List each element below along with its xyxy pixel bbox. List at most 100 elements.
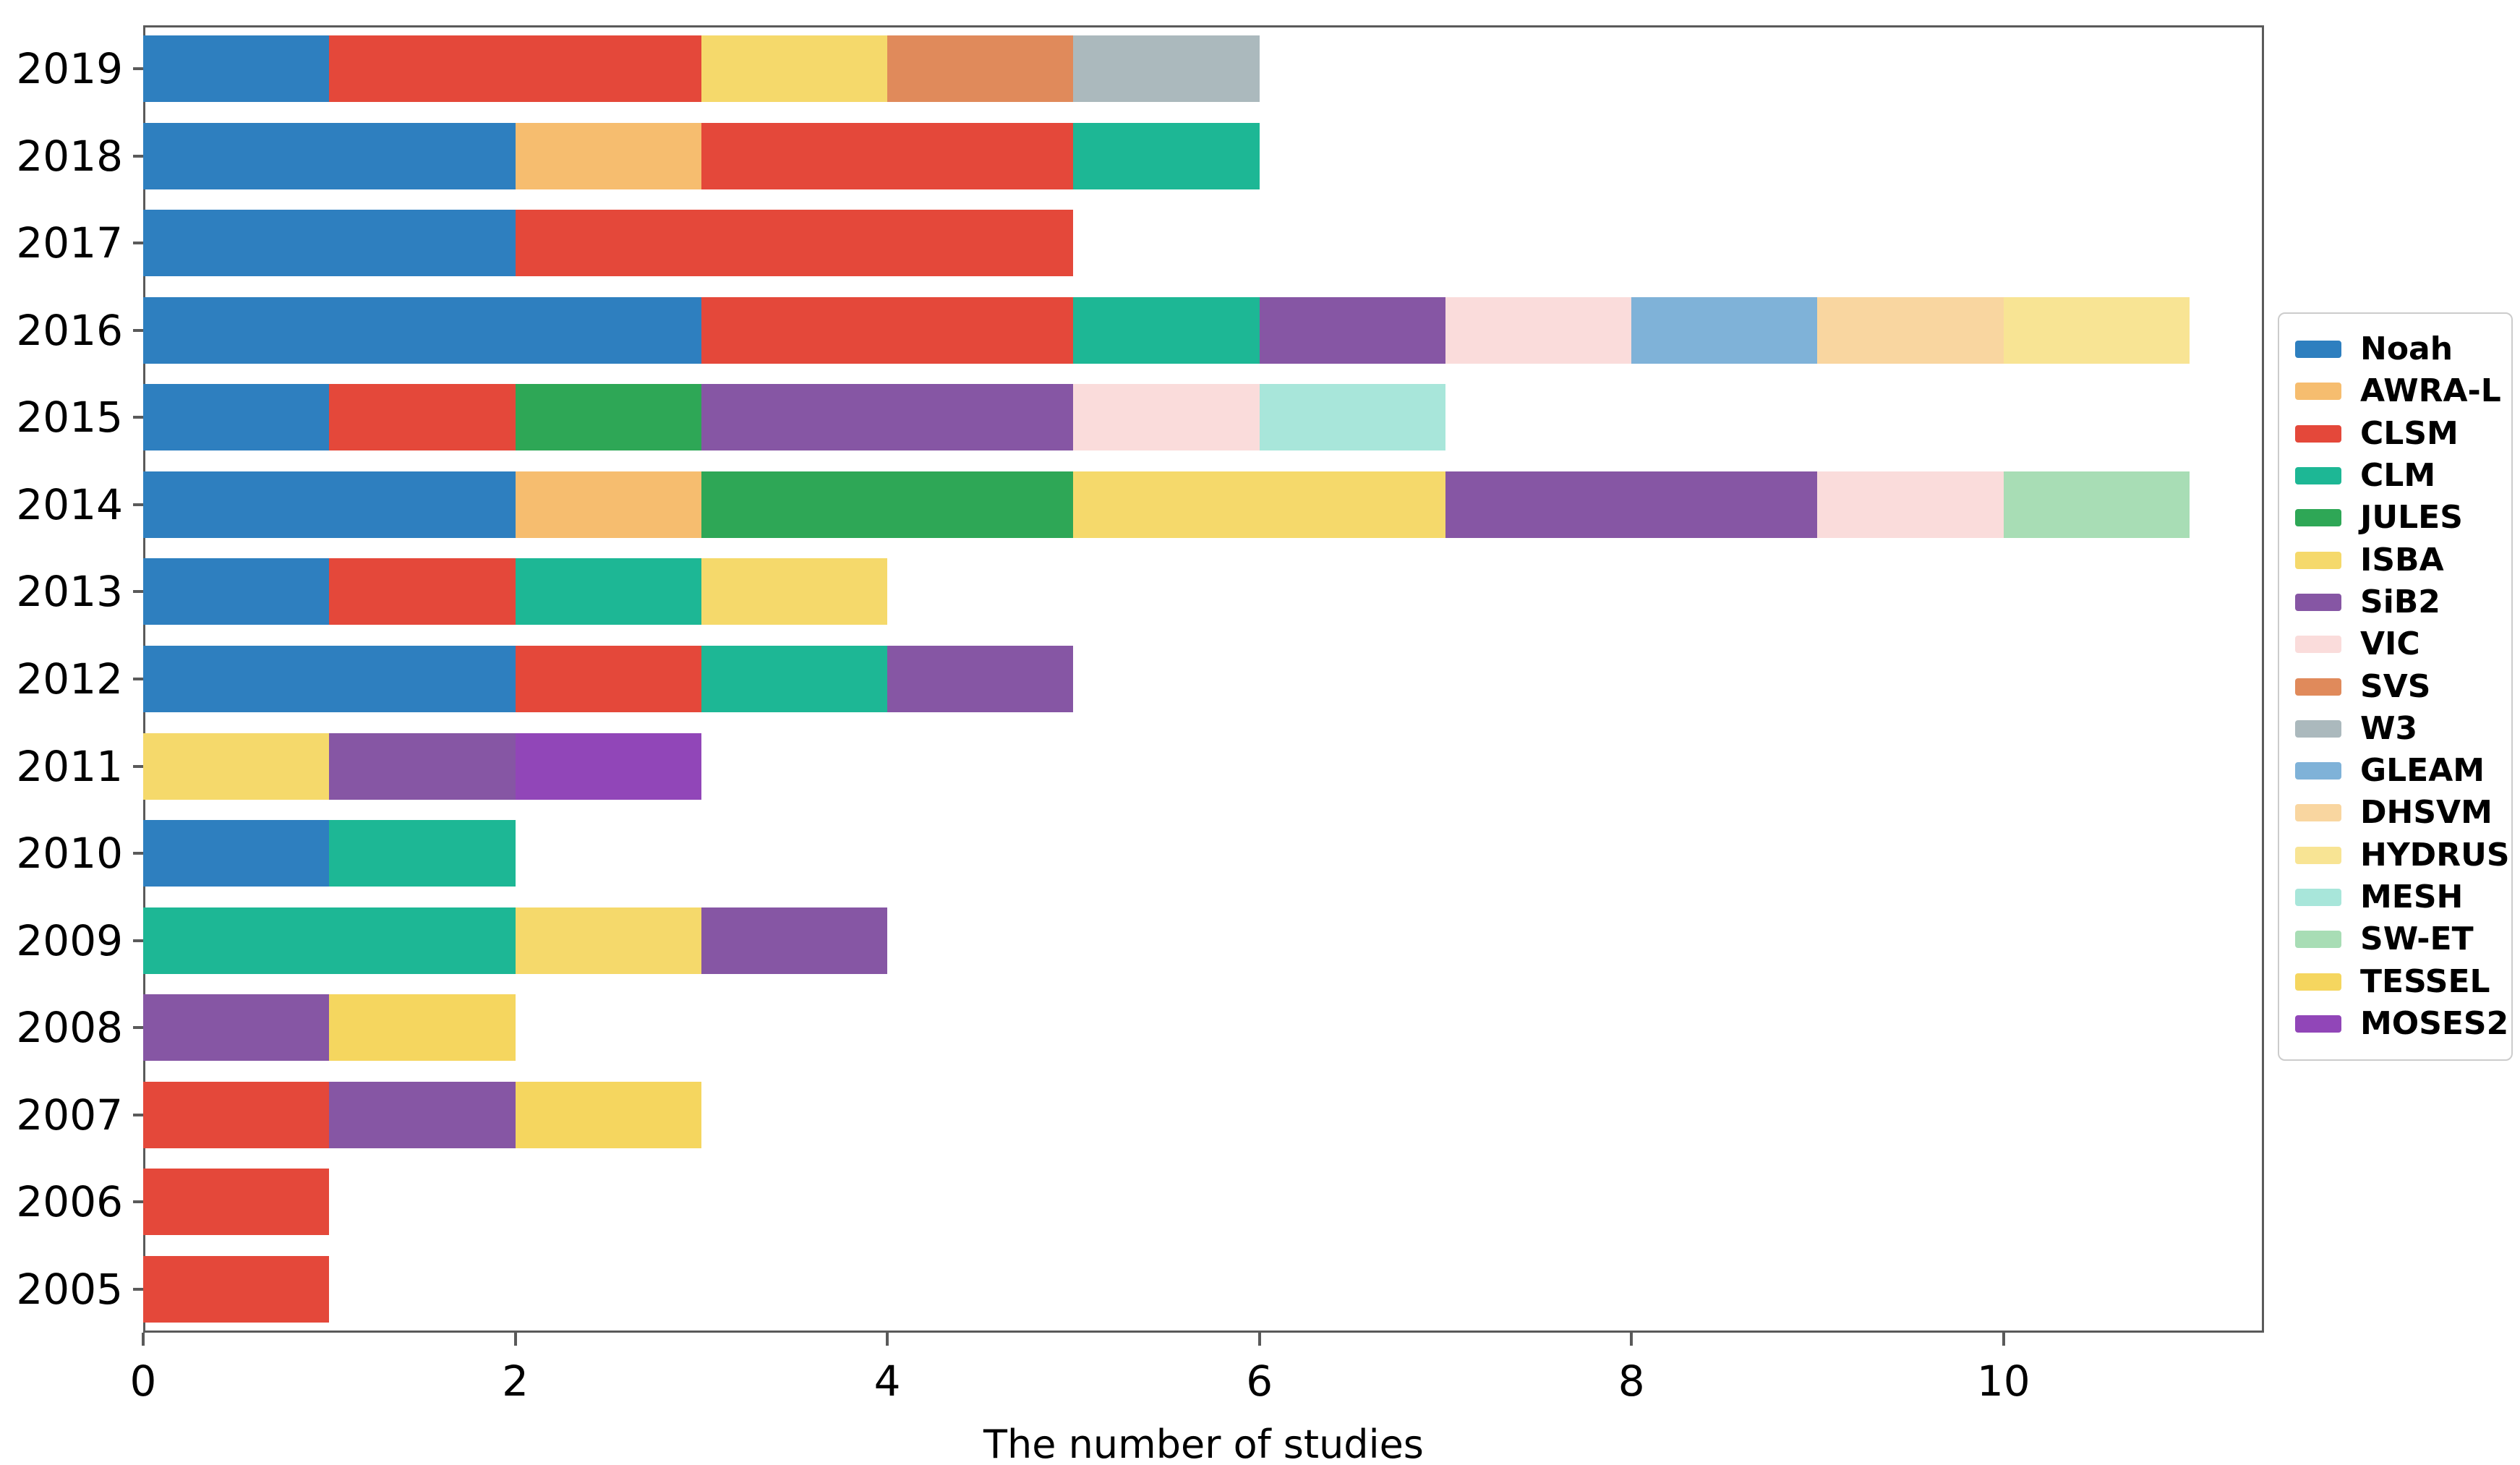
y-tick-label: 2005 [16, 1264, 123, 1314]
segment-sib2 [701, 384, 1074, 451]
legend-item-hydrus: HYDRUS [2295, 834, 2510, 876]
x-tick-label: 10 [1976, 1357, 2030, 1406]
legend-item-mesh: MESH [2295, 876, 2493, 918]
legend-item-dhsvm: DHSVM [2295, 792, 2493, 834]
segment-vic [1073, 384, 1260, 451]
segment-noah [143, 210, 516, 277]
x-tick-label: 0 [129, 1357, 157, 1406]
legend-label: GLEAM [2360, 752, 2485, 790]
segment-clsm [329, 384, 516, 451]
x-tick-label: 6 [1246, 1357, 1273, 1406]
x-tick-mark [1257, 1333, 1261, 1346]
y-tick-label: 2019 [16, 44, 123, 94]
segment-clsm [701, 122, 1074, 189]
legend-swatch-icon [2295, 719, 2341, 738]
y-tick-label: 2006 [16, 1177, 123, 1227]
y-tick-label: 2014 [16, 479, 123, 529]
segment-sw-et [2003, 471, 2190, 538]
segment-clm [1073, 296, 1260, 364]
legend-item-tessel: TESSEL [2295, 960, 2493, 1002]
x-tick-mark [2002, 1333, 2005, 1346]
segment-jules [515, 384, 701, 451]
legend-item-clm: CLM [2295, 455, 2493, 497]
legend-swatch-icon [2295, 509, 2341, 527]
legend-item-sw-et: SW-ET [2295, 918, 2493, 960]
legend-label: MOSES2 [2360, 1004, 2509, 1042]
segment-vic [1445, 296, 1632, 364]
segment-tessel [515, 1081, 701, 1148]
segment-clsm [515, 646, 701, 712]
segment-noah [143, 471, 516, 538]
bar-2007 [143, 1081, 701, 1148]
y-tick-mark [133, 67, 143, 71]
x-tick-label: 8 [1618, 1357, 1645, 1406]
segment-moses2 [515, 732, 701, 800]
segment-clm [143, 907, 516, 974]
bar-2011 [143, 732, 701, 800]
legend-label: SiB2 [2360, 583, 2440, 620]
bar-2005 [143, 1255, 330, 1323]
bar-2012 [143, 646, 1074, 712]
y-tick-mark [133, 416, 143, 419]
x-tick-mark [513, 1333, 517, 1346]
x-tick-mark [1630, 1333, 1633, 1346]
x-axis-label: The number of studies [983, 1422, 1424, 1465]
segment-svs [887, 35, 1074, 103]
x-tick-label: 2 [502, 1357, 529, 1406]
segment-noah [143, 35, 330, 103]
legend-label: TESSEL [2360, 962, 2490, 1000]
y-tick-mark [133, 590, 143, 594]
y-tick-label: 2018 [16, 131, 123, 181]
legend-item-sib2: SiB2 [2295, 581, 2493, 623]
segment-sib2 [143, 994, 330, 1062]
legend-swatch-icon [2295, 804, 2341, 822]
legend-label: ISBA [2360, 541, 2444, 578]
y-tick-label: 2009 [16, 915, 123, 965]
legend-swatch-icon [2295, 1015, 2341, 1033]
legend-label: VIC [2360, 625, 2420, 663]
legend-label: CLM [2360, 457, 2436, 495]
segment-clsm [515, 210, 1074, 277]
bar-2009 [143, 907, 888, 974]
legend-swatch-icon [2295, 341, 2341, 359]
y-tick-mark [133, 328, 143, 332]
legend-item-isba: ISBA [2295, 539, 2493, 581]
segment-isba [515, 907, 701, 974]
legend-label: JULES [2360, 499, 2463, 537]
legend-item-noah: Noah [2295, 328, 2493, 370]
y-tick-mark [133, 1200, 143, 1204]
legend-item-vic: VIC [2295, 623, 2493, 665]
x-tick-mark [142, 1333, 145, 1346]
legend-item-gleam: GLEAM [2295, 750, 2493, 792]
legend-label: DHSVM [2360, 794, 2493, 832]
legend-label: SW-ET [2360, 921, 2474, 958]
bar-2010 [143, 820, 516, 887]
y-tick-mark [133, 764, 143, 768]
segment-gleam [1631, 296, 1818, 364]
segment-awra-l [515, 122, 701, 189]
legend-item-jules: JULES [2295, 497, 2493, 539]
legend-item-clsm: CLSM [2295, 413, 2493, 455]
legend-label: MESH [2360, 879, 2464, 915]
segment-noah [143, 820, 330, 887]
y-tick-label: 2007 [16, 1090, 123, 1140]
segment-dhsvm [1817, 296, 2004, 364]
x-tick-label: 4 [874, 1357, 901, 1406]
legend-swatch-icon [2295, 636, 2341, 654]
segment-mesh [1259, 384, 1445, 451]
y-tick-mark [133, 242, 143, 245]
segment-noah [143, 296, 701, 364]
segment-noah [143, 558, 330, 625]
legend-swatch-icon [2295, 678, 2341, 696]
legend-item-awra-l: AWRA-L [2295, 370, 2501, 412]
bar-2018 [143, 122, 1260, 189]
segment-clsm [329, 35, 701, 103]
segment-clm [329, 820, 516, 887]
segment-noah [143, 646, 516, 712]
legend-swatch-icon [2295, 931, 2341, 949]
segment-isba [701, 35, 888, 103]
y-tick-label: 2015 [16, 393, 123, 443]
y-tick-mark [133, 503, 143, 506]
y-tick-mark [133, 939, 143, 942]
